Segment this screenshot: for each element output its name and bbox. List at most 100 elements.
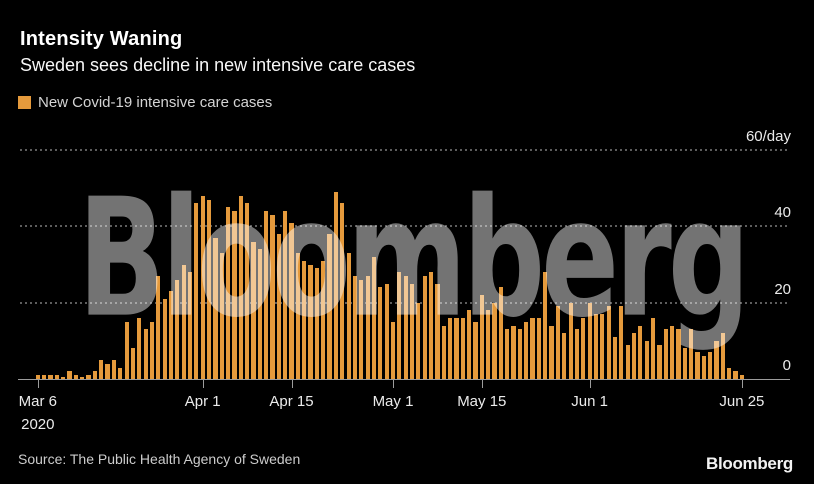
bar (137, 318, 142, 379)
bar (511, 326, 516, 379)
bar (581, 318, 586, 379)
bar (206, 200, 212, 379)
bar (714, 341, 719, 379)
bar (593, 314, 599, 379)
bar (657, 345, 662, 379)
bar (587, 303, 592, 379)
bar (219, 253, 224, 379)
bar (682, 348, 687, 379)
bar (352, 276, 358, 379)
bar (600, 314, 605, 379)
bar (435, 284, 440, 379)
bar (105, 364, 110, 379)
bar (695, 352, 700, 379)
bar (251, 242, 256, 379)
y-axis-label: 20 (774, 280, 791, 298)
bar (498, 287, 503, 379)
bar (333, 192, 339, 379)
bar (67, 371, 72, 379)
x-axis-tick (37, 380, 39, 388)
bar (130, 348, 136, 379)
bar (669, 326, 675, 379)
bar (689, 329, 694, 379)
gridline (20, 149, 790, 152)
bar (162, 299, 167, 379)
bar (42, 375, 47, 379)
bar (555, 306, 561, 379)
legend-swatch-icon (18, 96, 31, 109)
bar (365, 276, 370, 379)
bar (270, 215, 275, 379)
x-axis-line (18, 379, 790, 380)
bar (276, 234, 281, 379)
chart-title: Intensity Waning (20, 28, 183, 50)
legend: New Covid-19 intensive care cases (18, 94, 272, 111)
bar (574, 329, 580, 379)
bar (612, 337, 618, 379)
bar (156, 276, 161, 379)
bar (225, 207, 231, 379)
bar (118, 368, 123, 379)
bar (346, 253, 351, 379)
bar (409, 284, 415, 379)
x-axis-tick (481, 380, 483, 388)
y-axis-label: 60/day (745, 128, 791, 146)
bar (701, 356, 706, 379)
bar (283, 211, 288, 379)
bar (403, 276, 408, 379)
bar (397, 272, 402, 379)
bar (428, 272, 434, 379)
gridline (20, 225, 790, 228)
bar (99, 360, 104, 379)
x-axis-label: Apr 15 (269, 393, 314, 410)
bar (631, 333, 637, 379)
legend-label: New Covid-19 intensive care cases (38, 94, 273, 111)
bar (473, 322, 478, 379)
bar (232, 211, 237, 379)
bar (568, 303, 573, 379)
bar (733, 371, 738, 379)
x-axis-tick (291, 380, 293, 388)
bar (143, 329, 148, 379)
x-axis-label: Jun 1 (571, 393, 608, 410)
bar (416, 303, 421, 379)
x-axis-tick (741, 380, 743, 388)
bar (625, 345, 630, 379)
bar (460, 318, 465, 379)
bar (124, 322, 129, 379)
bar (295, 253, 300, 379)
bar (467, 310, 472, 379)
bar (54, 375, 59, 379)
bar (479, 295, 484, 379)
bar (422, 276, 427, 379)
bar (517, 329, 522, 379)
bar (720, 333, 725, 379)
bar (384, 284, 389, 379)
bar (650, 318, 656, 379)
bar (708, 352, 713, 379)
x-axis-label: May 15 (457, 393, 507, 410)
x-axis-label: Mar 6 (18, 393, 57, 410)
bar (168, 291, 174, 379)
bar (257, 249, 262, 379)
x-axis-label: Apr 1 (184, 393, 221, 410)
bar (619, 306, 624, 379)
bar (371, 257, 377, 379)
bar (454, 318, 459, 379)
bar (359, 280, 364, 379)
bar (321, 261, 326, 379)
bar (378, 287, 383, 379)
bar (543, 272, 548, 379)
bar (238, 196, 243, 379)
bar (175, 280, 180, 379)
bar (530, 318, 535, 379)
bar (35, 375, 40, 379)
x-axis-sublabel: 2020 (21, 416, 55, 433)
bar (524, 322, 529, 379)
bar (486, 310, 491, 379)
bar (111, 360, 117, 379)
source-text: Source: The Public Health Agency of Swed… (18, 451, 301, 467)
x-axis-tick (589, 380, 591, 388)
x-axis-tick (202, 380, 204, 388)
